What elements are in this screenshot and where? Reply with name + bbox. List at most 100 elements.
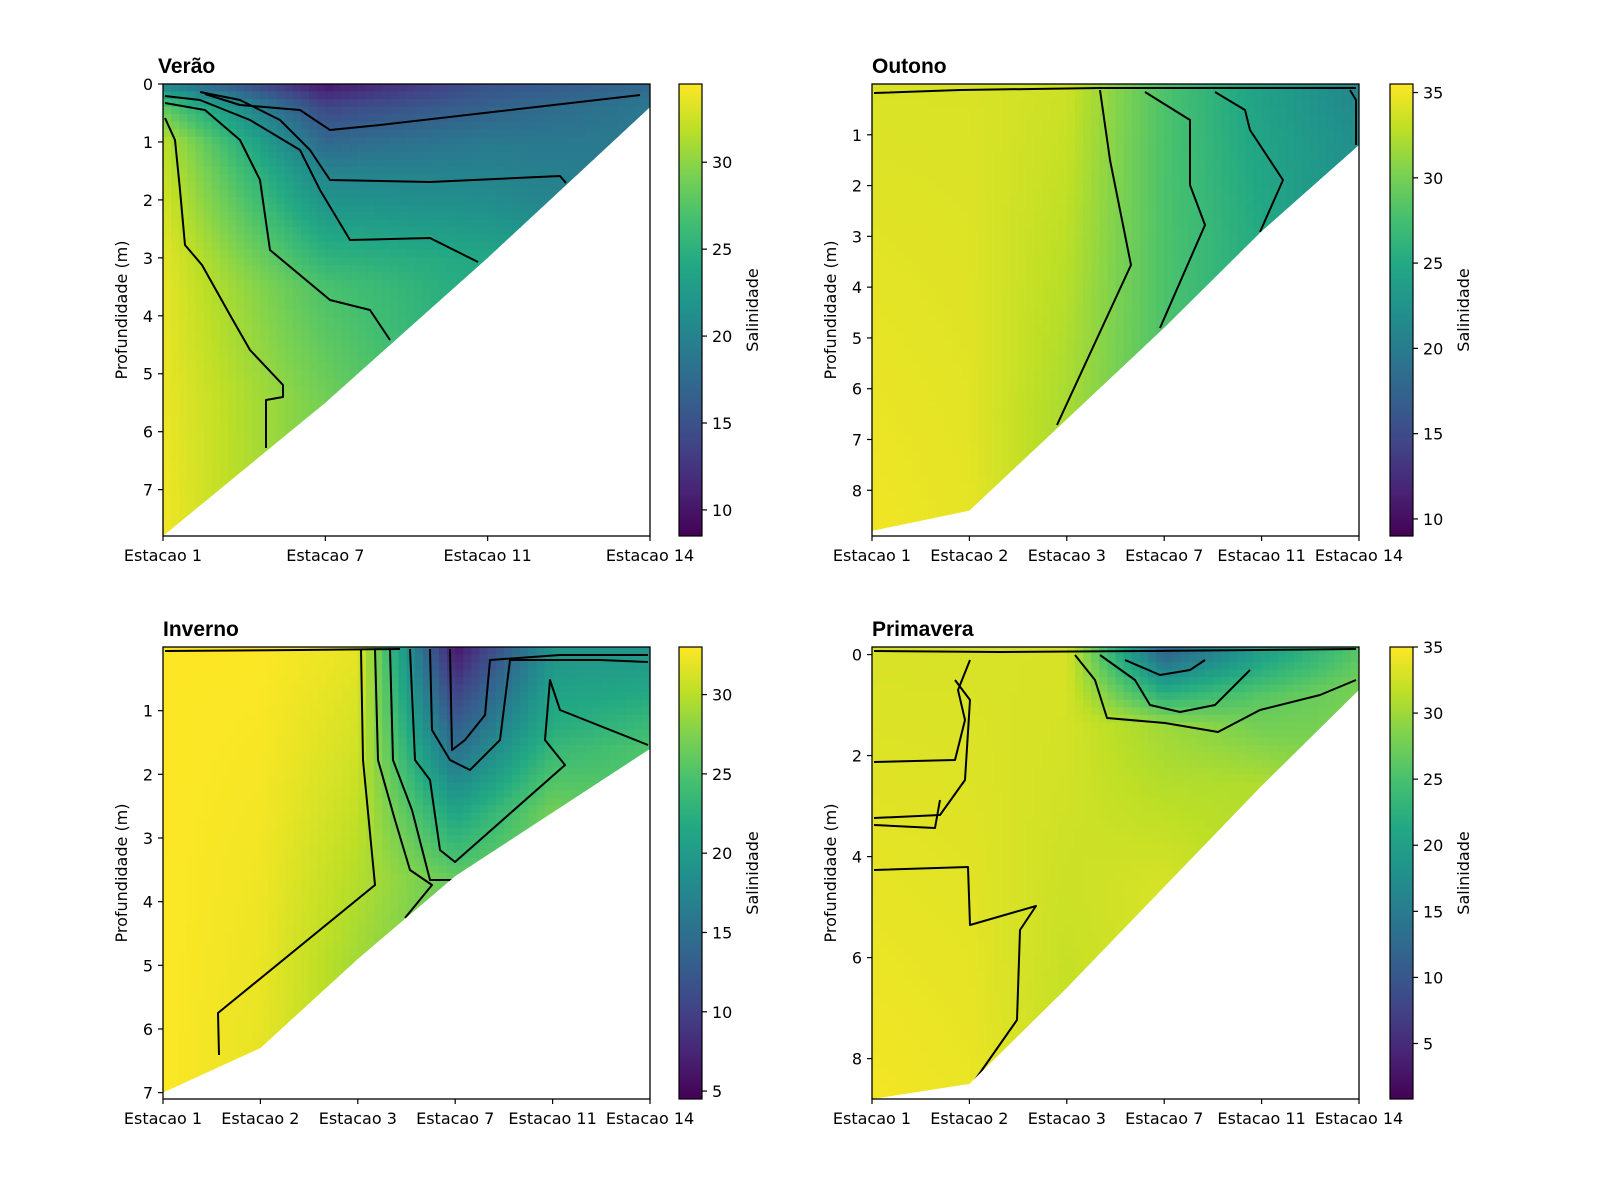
heatmap-cell bbox=[219, 400, 229, 409]
heatmap-cell bbox=[576, 189, 586, 198]
heatmap-cell bbox=[300, 234, 310, 243]
heatmap-cell bbox=[276, 219, 286, 228]
heatmap-cell bbox=[479, 438, 489, 447]
heatmap-cell bbox=[219, 468, 229, 477]
heatmap-cell bbox=[985, 377, 995, 386]
heatmap-cell bbox=[447, 264, 456, 273]
heatmap-cell bbox=[552, 272, 562, 281]
heatmap-cell bbox=[576, 362, 586, 371]
heatmap-cell bbox=[333, 279, 343, 288]
heatmap-cell bbox=[1050, 181, 1060, 191]
heatmap-cell bbox=[568, 189, 578, 198]
heatmap-cell bbox=[422, 264, 432, 273]
heatmap-cell bbox=[1050, 121, 1060, 130]
heatmap-cell bbox=[268, 257, 278, 266]
heatmap-cell bbox=[1050, 242, 1060, 251]
heatmap-cell bbox=[953, 272, 962, 281]
heatmap-cell bbox=[1018, 272, 1027, 281]
heatmap-cell bbox=[633, 264, 643, 273]
heatmap-cell bbox=[203, 377, 213, 386]
heatmap-cell bbox=[920, 197, 930, 206]
heatmap-cell bbox=[1001, 181, 1011, 191]
heatmap-cell bbox=[503, 370, 513, 379]
heatmap-cell bbox=[552, 166, 562, 175]
heatmap-cell bbox=[609, 392, 619, 401]
heatmap-cell bbox=[585, 159, 594, 168]
heatmap-cell bbox=[463, 400, 473, 409]
heatmap-cell bbox=[333, 174, 343, 183]
heatmap-cell bbox=[382, 453, 391, 462]
heatmap-cell bbox=[544, 272, 554, 281]
heatmap-cell bbox=[438, 490, 448, 499]
heatmap-cell bbox=[187, 468, 197, 477]
heatmap-cell bbox=[422, 347, 432, 356]
heatmap-cell bbox=[904, 310, 914, 319]
heatmap-cell bbox=[211, 106, 221, 115]
heatmap-cell bbox=[317, 475, 326, 484]
heatmap-cell bbox=[357, 483, 367, 492]
heatmap-cell bbox=[406, 347, 416, 356]
heatmap-cell bbox=[1034, 362, 1044, 371]
heatmap-cell bbox=[260, 370, 270, 379]
heatmap-cell bbox=[568, 310, 578, 319]
heatmap-cell bbox=[544, 189, 554, 198]
heatmap-cell bbox=[928, 181, 938, 191]
heatmap-cell bbox=[195, 136, 205, 145]
heatmap-cell bbox=[374, 84, 383, 93]
heatmap-cell bbox=[512, 490, 521, 499]
heatmap-cell bbox=[993, 227, 1003, 236]
heatmap-cell bbox=[268, 400, 278, 409]
heatmap-cell bbox=[512, 264, 521, 273]
heatmap-cell bbox=[406, 423, 416, 432]
heatmap-cell bbox=[1034, 136, 1044, 145]
heatmap-cell bbox=[374, 227, 383, 236]
heatmap-cell bbox=[252, 189, 261, 198]
heatmap-cell bbox=[1009, 227, 1019, 236]
heatmap-cell bbox=[341, 227, 351, 236]
heatmap-cell bbox=[503, 197, 513, 206]
heatmap-cell bbox=[219, 347, 229, 356]
heatmap-cell bbox=[455, 219, 464, 228]
heatmap-cell bbox=[309, 287, 318, 296]
x-tick-label: Estacao 14 bbox=[606, 546, 694, 565]
heatmap-cell bbox=[896, 99, 906, 108]
heatmap-cell bbox=[447, 204, 456, 213]
heatmap-cell bbox=[252, 99, 261, 108]
heatmap-cell bbox=[936, 189, 946, 198]
heatmap-cell bbox=[617, 468, 627, 477]
heatmap-cell bbox=[171, 197, 180, 206]
heatmap-cell bbox=[227, 212, 237, 221]
heatmap-cell bbox=[422, 445, 432, 454]
heatmap-cell bbox=[260, 219, 270, 228]
heatmap-cell bbox=[284, 136, 294, 145]
heatmap-cell bbox=[317, 385, 326, 394]
heatmap-cell bbox=[317, 121, 326, 130]
heatmap-cell bbox=[617, 204, 627, 213]
heatmap-cell bbox=[422, 242, 432, 251]
heatmap-cell bbox=[585, 84, 594, 93]
heatmap-cell bbox=[625, 174, 635, 183]
heatmap-cell bbox=[195, 302, 205, 311]
heatmap-cell bbox=[593, 468, 602, 477]
heatmap-cell bbox=[593, 302, 602, 311]
heatmap-cell bbox=[479, 475, 489, 484]
heatmap-cell bbox=[219, 144, 229, 153]
heatmap-cell bbox=[1009, 370, 1019, 379]
heatmap-cell bbox=[479, 287, 489, 296]
heatmap-cell bbox=[528, 407, 537, 417]
heatmap-cell bbox=[568, 498, 578, 507]
heatmap-cell bbox=[365, 294, 375, 304]
heatmap-cell bbox=[179, 505, 188, 514]
heatmap-cell bbox=[219, 294, 229, 304]
heatmap-cell bbox=[276, 483, 286, 492]
heatmap-cell bbox=[244, 204, 253, 213]
heatmap-cell bbox=[953, 227, 962, 236]
heatmap-cell bbox=[284, 520, 294, 530]
heatmap-cell bbox=[195, 310, 205, 319]
heatmap-cell bbox=[593, 325, 602, 334]
heatmap-cell bbox=[406, 490, 416, 499]
heatmap-cell bbox=[268, 438, 278, 447]
heatmap-cell bbox=[945, 385, 954, 394]
heatmap-cell bbox=[1034, 219, 1044, 228]
heatmap-cell bbox=[872, 204, 881, 213]
